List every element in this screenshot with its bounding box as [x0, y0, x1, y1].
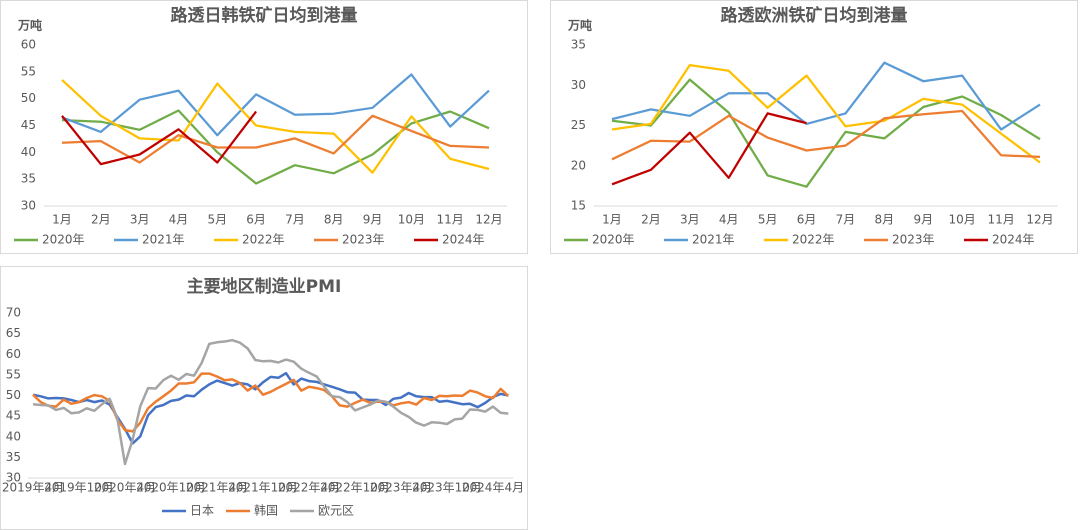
x-tick-label: 3月 — [680, 213, 700, 227]
x-tick-label: 2021年10月 — [228, 481, 298, 495]
legend-label: 日本 — [190, 504, 214, 518]
x-tick-label: 12月 — [475, 213, 502, 227]
legend-label: 2021年 — [692, 233, 735, 247]
x-tick-label: 9月 — [363, 213, 383, 227]
x-tick-label: 11月 — [437, 213, 464, 227]
y-axis-label: 万吨 — [567, 18, 592, 33]
x-tick-label: 9月 — [913, 213, 933, 227]
y-tick-label: 35 — [6, 450, 21, 464]
legend-label: 2020年 — [592, 233, 635, 247]
y-tick-label: 35 — [21, 172, 36, 186]
chart-title: 路透日韩铁矿日均到港量 — [171, 5, 358, 26]
x-tick-label: 2022年4月 — [278, 481, 340, 495]
legend-label: 2024年 — [992, 233, 1035, 247]
x-tick-label: 1月 — [602, 213, 622, 227]
x-tick-label: 2022年10月 — [320, 481, 390, 495]
x-tick-label: 2019年4月 — [2, 481, 64, 495]
y-tick-label: 30 — [6, 471, 21, 485]
y-tick-label: 70 — [6, 306, 21, 320]
x-tick-label: 12月 — [1026, 213, 1053, 227]
series-line — [61, 109, 490, 185]
chart-title: 路透欧洲铁矿日均到港量 — [721, 5, 908, 26]
x-tick-label: 2020年4月 — [94, 481, 156, 495]
y-tick-label: 55 — [21, 64, 36, 78]
y-tick-label: 55 — [6, 367, 21, 381]
y-tick-label: 15 — [571, 199, 586, 213]
series-line — [61, 79, 490, 174]
x-tick-label: 10月 — [398, 213, 425, 227]
series-line — [61, 73, 490, 137]
y-tick-label: 45 — [6, 409, 21, 423]
y-tick-label: 30 — [21, 199, 36, 213]
x-tick-label: 2020年10月 — [136, 481, 206, 495]
x-tick-label: 5月 — [758, 213, 778, 227]
x-tick-label: 6月 — [246, 213, 266, 227]
x-tick-label: 8月 — [875, 213, 895, 227]
x-tick-label: 7月 — [836, 213, 856, 227]
series-line — [611, 63, 1041, 164]
x-tick-label: 10月 — [949, 213, 976, 227]
y-tick-label: 40 — [21, 145, 36, 159]
legend-label: 2020年 — [42, 233, 85, 247]
series-line — [61, 114, 490, 164]
x-tick-label: 2月 — [91, 213, 111, 227]
legend-label: 韩国 — [254, 503, 278, 518]
x-tick-label: 2月 — [641, 213, 661, 227]
x-tick-label: 4月 — [169, 213, 189, 227]
y-tick-label: 30 — [571, 78, 586, 92]
x-tick-label: 5月 — [207, 213, 227, 227]
series-line — [61, 110, 257, 166]
y-tick-label: 45 — [21, 118, 36, 132]
y-tick-label: 65 — [6, 326, 21, 340]
x-tick-label: 6月 — [797, 213, 817, 227]
y-tick-label: 60 — [6, 347, 21, 361]
y-tick-label: 25 — [571, 118, 586, 132]
x-tick-label: 2021年4月 — [186, 481, 248, 495]
y-tick-label: 20 — [571, 158, 586, 172]
x-tick-label: 2023年10月 — [412, 481, 482, 495]
x-tick-label: 8月 — [324, 213, 344, 227]
series-line — [32, 338, 509, 466]
legend-label: 2023年 — [892, 233, 935, 247]
x-tick-label: 2019年10月 — [44, 481, 114, 495]
legend-label: 2021年 — [142, 233, 185, 247]
y-tick-label: 35 — [571, 38, 586, 52]
x-tick-label: 1月 — [52, 213, 72, 227]
y-tick-label: 50 — [6, 388, 21, 402]
x-tick-label: 4月 — [719, 213, 739, 227]
x-tick-label: 7月 — [285, 213, 305, 227]
x-tick-label: 11月 — [987, 213, 1014, 227]
series-line — [611, 112, 807, 186]
y-tick-label: 60 — [21, 38, 36, 52]
legend-label: 2022年 — [792, 233, 835, 247]
y-tick-label: 50 — [21, 91, 36, 105]
x-tick-label: 2024年4月 — [462, 481, 524, 495]
x-tick-label: 3月 — [130, 213, 150, 227]
chart-frame — [550, 0, 1078, 254]
series-line — [611, 61, 1041, 131]
chart-title: 主要地区制造业PMI — [187, 276, 342, 297]
legend-label: 2023年 — [342, 233, 385, 247]
y-tick-label: 40 — [6, 429, 21, 443]
legend-label: 欧元区 — [318, 504, 354, 518]
legend-label: 2024年 — [442, 233, 485, 247]
series-line — [611, 109, 1041, 161]
x-tick-label: 2023年4月 — [370, 481, 432, 495]
series-line — [611, 78, 1041, 188]
y-axis-label: 万吨 — [17, 18, 42, 33]
legend-label: 2022年 — [242, 233, 285, 247]
